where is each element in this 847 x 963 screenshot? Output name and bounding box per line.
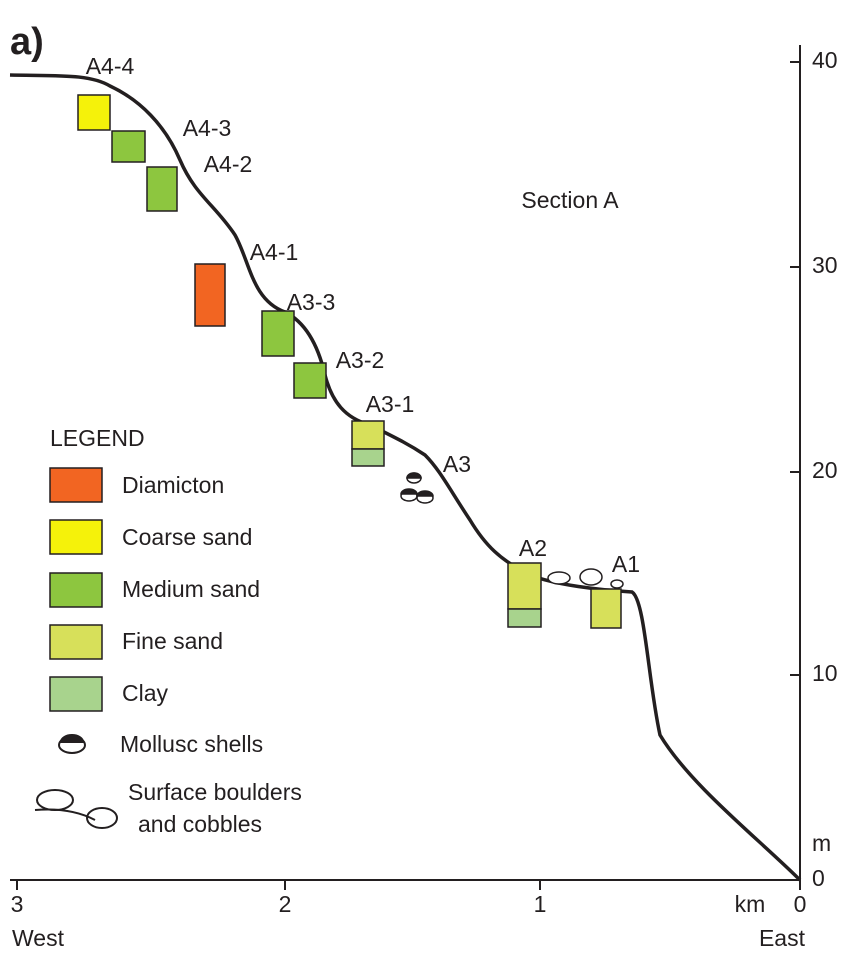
legend-swatch xyxy=(50,520,102,554)
section-title: Section A xyxy=(521,187,619,213)
sample-box xyxy=(294,363,326,398)
x-tick-label: 3 xyxy=(11,891,24,917)
sample-label: A4-1 xyxy=(250,239,299,265)
sample-label: A1 xyxy=(612,551,640,577)
legend-label: Medium sand xyxy=(122,576,260,602)
sample-box xyxy=(508,563,541,609)
x-direction: East xyxy=(759,925,806,951)
legend-boulder-icon xyxy=(35,790,117,828)
sample-box xyxy=(508,609,541,627)
sample-label: A4-4 xyxy=(86,53,135,79)
y-unit: m xyxy=(812,830,831,856)
legend-label: Fine sand xyxy=(122,628,223,654)
legend-swatch xyxy=(50,625,102,659)
sample-box xyxy=(352,421,384,449)
x-direction: West xyxy=(12,925,65,951)
y-tick-label: 20 xyxy=(812,457,838,483)
sample-box xyxy=(352,449,384,466)
sample-box xyxy=(195,264,225,326)
sample-label: A3-1 xyxy=(366,391,415,417)
legend-label: and cobbles xyxy=(138,811,262,837)
sample-label: A4-2 xyxy=(204,151,253,177)
legend-title: LEGEND xyxy=(50,425,145,451)
sample-box xyxy=(78,95,110,130)
y-tick-label: 30 xyxy=(812,252,838,278)
x-unit: km xyxy=(735,891,766,917)
sample-box xyxy=(591,589,621,628)
sample-label: A3-2 xyxy=(336,347,385,373)
legend-label: Diamicton xyxy=(122,472,224,498)
sample-label: A4-3 xyxy=(183,115,232,141)
sample-box xyxy=(262,311,294,356)
legend-label: Coarse sand xyxy=(122,524,252,550)
y-tick-label: 10 xyxy=(812,660,838,686)
panel-label: a) xyxy=(10,21,44,63)
legend-label: Surface boulders xyxy=(128,779,302,805)
shells xyxy=(401,473,433,503)
sample-box xyxy=(112,131,145,162)
sample-label: A2 xyxy=(519,535,547,561)
legend-label: Mollusc shells xyxy=(120,731,263,757)
y-tick-label: 40 xyxy=(812,47,838,73)
legend-swatch xyxy=(50,677,102,711)
legend-label: Clay xyxy=(122,680,169,706)
x-tick-label: 1 xyxy=(534,891,547,917)
x-tick-label: 2 xyxy=(279,891,292,917)
legend-swatch xyxy=(50,468,102,502)
diagram: a) Section A A4-4 A4-3 A4-2 A4-1 A3-3 A3… xyxy=(0,0,847,958)
y-tick-label: 0 xyxy=(812,865,825,891)
sample-label: A3 xyxy=(443,451,471,477)
sample-box xyxy=(147,167,177,211)
x-tick-label: 0 xyxy=(794,891,807,917)
legend-shell-icon xyxy=(59,735,85,753)
legend-swatch xyxy=(50,573,102,607)
sample-label: A3-3 xyxy=(287,289,336,315)
